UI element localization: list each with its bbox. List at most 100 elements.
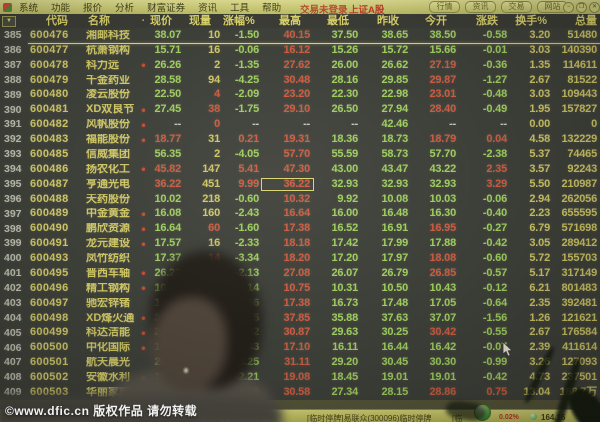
menu-item[interactable]: 报价 <box>83 3 103 14</box>
turnover-pct: 5.17 <box>529 266 550 279</box>
row-number: 388 <box>4 73 22 86</box>
total-volume: 801483 <box>561 281 597 294</box>
high: 30.87 <box>283 326 310 339</box>
low: 16.11 <box>332 341 358 354</box>
quick-button[interactable]: 行情 <box>429 1 460 13</box>
turnover-pct: 3.26 <box>529 356 550 369</box>
column-header[interactable]: · <box>141 15 146 27</box>
table-row[interactable]: 391 600482 风帆股份 • -- 0 -- -- -- 42.46 -- -- 0.00 0 <box>0 117 600 132</box>
restore-button[interactable]: ❐ <box>576 2 587 13</box>
change-pct: -1.75 <box>234 103 259 116</box>
high: 17.10 <box>283 341 310 354</box>
stock-name: 千金药业 <box>86 74 130 86</box>
turnover-pct: 3.05 <box>529 237 550 250</box>
change-pct: 0.21 <box>238 133 259 146</box>
open: 16.42 <box>429 341 456 354</box>
change: -0.01 <box>482 43 507 56</box>
quick-button[interactable]: 交易 <box>501 1 532 13</box>
prev-close: 19.01 <box>381 371 408 384</box>
table-row[interactable]: 397 600489 中金黄金 • 16.08 160 -2.43 16.64 16.00 16.… <box>0 207 600 222</box>
column-filter-icon[interactable]: ▼ <box>2 15 16 27</box>
change: 0.75 <box>486 385 507 398</box>
open: 10.43 <box>429 281 456 294</box>
change: -1.56 <box>482 311 507 324</box>
table-row[interactable]: 398 600490 鹏欣资源 • 16.64 60 -1.60 17.38 16.52 16.9… <box>0 221 600 236</box>
menu-item[interactable]: 分析 <box>115 3 135 14</box>
menu-item[interactable]: 帮助 <box>262 3 282 14</box>
turnover-pct: 1.35 <box>529 58 550 71</box>
table-row[interactable]: 396 600488 天药股份 10.02 218 -0.60 10.32 9.92 10.08… <box>0 192 600 207</box>
table-row[interactable]: 392 600483 福能股份 • 18.77 31 0.21 19.31 18.36 18.73… <box>0 132 600 147</box>
price: 38.07 <box>154 28 181 41</box>
open: 43.22 <box>429 162 456 175</box>
quick-button[interactable]: 资讯 <box>465 1 496 13</box>
open: 15.66 <box>429 43 456 56</box>
minimize-button[interactable]: − <box>563 2 574 13</box>
column-header[interactable]: 最高 <box>279 15 301 27</box>
prev-close: 16.48 <box>381 207 408 220</box>
table-row[interactable]: 390 600481 XD双良节 • 27.45 38 -1.75 29.10 26.50 27.… <box>0 102 600 117</box>
low: 37.50 <box>331 28 358 41</box>
table-row[interactable]: 388 600479 千金药业 28.58 94 -4.25 30.48 28.16 29.85… <box>0 73 600 88</box>
column-header[interactable]: 代码 <box>46 15 68 27</box>
menu-item[interactable]: 功能 <box>51 3 71 14</box>
column-header[interactable]: 昨收 <box>377 15 399 27</box>
column-header[interactable]: 总量 <box>575 15 597 27</box>
change: 0.04 <box>486 133 507 146</box>
table-row[interactable]: 385 600476 湘邮科技 38.07 10 -1.50 40.15 37.50 38.65… <box>0 28 600 44</box>
table-row[interactable]: 394 600486 扬农化工 • 45.82 147 5.41 47.30 43.00 43.4… <box>0 162 600 177</box>
menu-item[interactable]: 工具 <box>230 3 250 14</box>
total-volume: 0 <box>591 118 597 131</box>
low: 26.00 <box>331 58 358 71</box>
flag-dot-icon: • <box>141 266 146 281</box>
change-pct: -2.09 <box>234 88 259 101</box>
table-row[interactable]: 399 600491 龙元建设 • 17.57 16 -2.33 18.18 17.42 17.9… <box>0 236 600 251</box>
open: 17.88 <box>429 237 456 250</box>
menu-bar: 系统 功能 报价 分析 财富证券 资讯 工具 帮助 交易未登录 上证A股 行情 资讯 交易 网站 −… <box>0 0 600 16</box>
prev-close: 16.91 <box>381 222 408 235</box>
row-number: 394 <box>4 163 22 176</box>
price: 22.50 <box>154 88 181 101</box>
table-row[interactable]: 393 600485 信威集团 56.35 2 -4.05 57.70 55.59 58.73 5… <box>0 147 600 162</box>
flag-dot-icon: • <box>141 325 146 340</box>
high: 19.31 <box>283 133 310 146</box>
volume-now: 16 <box>208 237 220 250</box>
column-header[interactable]: 最低 <box>327 15 349 27</box>
column-header[interactable]: 涨幅% <box>223 15 255 27</box>
menu-item[interactable]: 财富证券 <box>147 3 186 14</box>
menu-item[interactable]: 资讯 <box>198 3 218 14</box>
change: -0.42 <box>482 237 507 250</box>
turnover-pct: 3.03 <box>529 43 550 56</box>
table-row[interactable]: 387 600478 科力远 • 26.26 2 -1.35 27.62 26.00 26.62 2… <box>0 58 600 73</box>
change: -0.57 <box>482 266 507 279</box>
change-pct: 9.99 <box>238 177 259 190</box>
column-header[interactable]: 换手% <box>515 15 547 27</box>
column-header[interactable]: 名称 <box>88 15 110 27</box>
table-row[interactable]: 389 600480 凌云股份 22.50 4 -2.09 23.20 22.30 22.98 2… <box>0 88 600 103</box>
stock-name: 凌云股份 <box>86 89 130 101</box>
table-row[interactable]: 395 600487 亨通光电 36.22 451 9.99 36.22 32.93 32.93… <box>0 177 600 192</box>
total-volume: 262056 <box>561 192 597 205</box>
price: 26.26 <box>154 58 181 71</box>
table-row[interactable]: 404600498XD烽火通•36.07-4.1537.8535.8837.63… <box>0 311 600 326</box>
open: 28.86 <box>429 385 456 398</box>
change-pct: 5.41 <box>238 162 259 175</box>
column-header[interactable]: 现量 <box>189 15 211 27</box>
column-header[interactable]: 今开 <box>425 15 447 27</box>
open: -- <box>449 118 456 131</box>
stock-code: 600500 <box>30 341 69 354</box>
flag-dot-icon: • <box>141 311 146 326</box>
row-number: 396 <box>4 192 22 205</box>
stock-name: 中金黄金 <box>86 208 130 220</box>
low: 43.00 <box>331 162 358 175</box>
column-header[interactable]: 现价 <box>150 15 172 27</box>
flag-dot-icon: • <box>141 340 146 355</box>
column-header[interactable]: 涨跌 <box>476 15 498 27</box>
table-row[interactable]: 386 600477 杭萧钢构 15.71 16 -0.06 16.12 15.26 15.72… <box>0 43 600 58</box>
market-board-label[interactable]: 上证A股 <box>349 5 385 16</box>
total-volume: 74465 <box>567 147 597 160</box>
stock-code: 600479 <box>30 73 69 86</box>
menu-item[interactable]: 系统 <box>19 3 39 14</box>
row-number: 395 <box>4 177 22 190</box>
change: -0.40 <box>482 207 507 220</box>
